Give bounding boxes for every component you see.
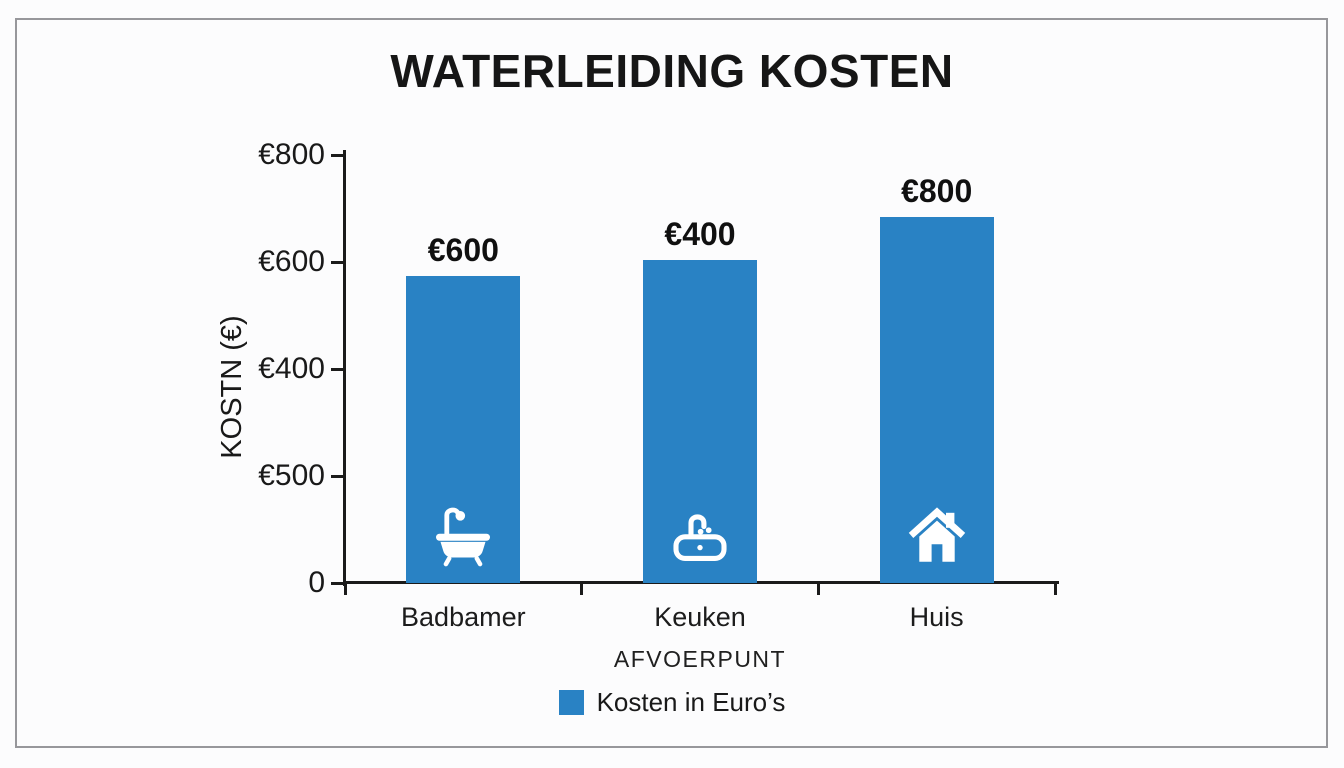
y-tick-mark [331, 367, 345, 371]
house-icon [899, 499, 975, 571]
bar-badbamer [406, 275, 521, 583]
sink-icon [662, 499, 738, 571]
y-tick-label: €400 [258, 352, 325, 385]
x-axis-title: AFVOERPUNT [613, 646, 787, 672]
legend-swatch [558, 690, 584, 715]
outer-border [15, 18, 1328, 748]
legend-label: Kosten in Euro’s [596, 687, 786, 717]
bar-value-label: €600 [427, 231, 499, 268]
y-tick-label: €600 [258, 245, 325, 278]
x-category-label: Keuken [654, 602, 746, 632]
y-tick-mark [331, 581, 345, 585]
x-tick-mark [816, 583, 820, 595]
x-tick-mark [343, 583, 347, 595]
chart-title: WATERLEIDING KOSTEN [390, 45, 954, 97]
y-tick-label: 0 [308, 566, 325, 599]
y-tick-label: €500 [258, 459, 325, 492]
y-tick-mark [331, 474, 345, 478]
x-category-label: Huis [909, 602, 964, 632]
bar-value-label: €800 [901, 173, 973, 210]
y-tick-mark [331, 260, 345, 264]
y-tick-mark [331, 153, 345, 157]
x-tick-mark [1053, 583, 1057, 595]
x-category-label: Badbamer [401, 602, 526, 632]
y-tick-label: €800 [258, 138, 325, 171]
bar-value-label: €400 [664, 215, 736, 252]
x-tick-mark [580, 583, 584, 595]
legend: Kosten in Euro’s [0, 687, 1344, 718]
bathtub-icon [425, 499, 501, 571]
